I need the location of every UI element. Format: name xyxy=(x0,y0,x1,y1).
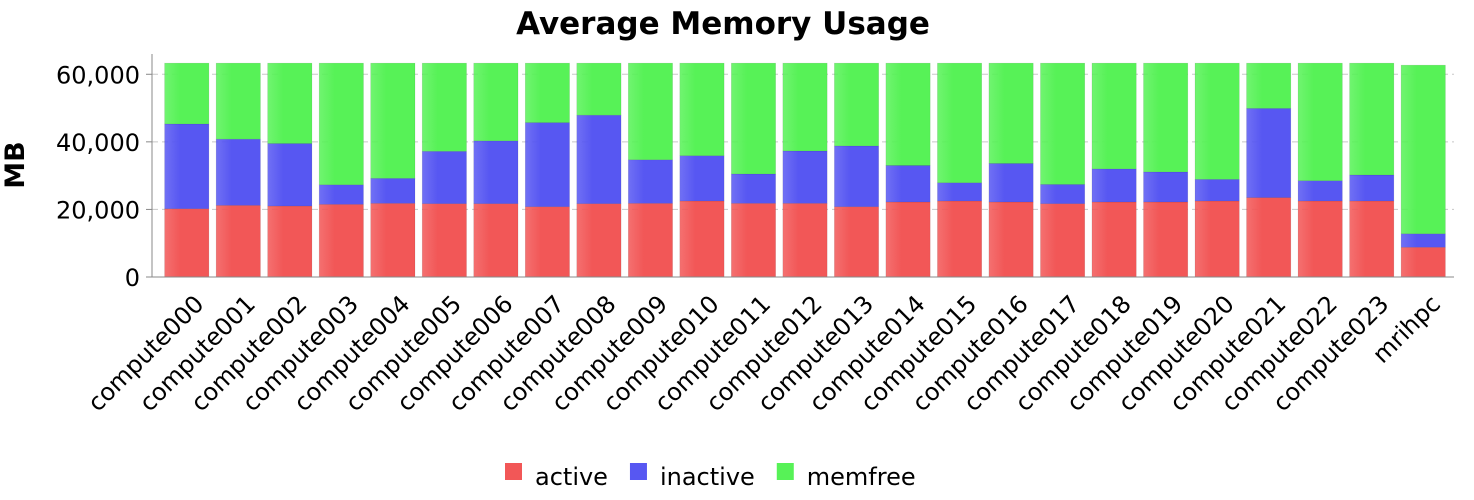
bar-memfree-compute005 xyxy=(421,62,467,152)
bar-active-compute019 xyxy=(1143,201,1189,278)
legend-swatch-memfree xyxy=(776,463,794,480)
bar-active-compute014 xyxy=(885,201,931,278)
bar-active-compute015 xyxy=(937,200,983,278)
bar-memfree-compute021 xyxy=(1246,62,1292,109)
bar-memfree-compute016 xyxy=(988,62,1034,164)
bar-active-compute010 xyxy=(679,200,725,278)
bar-memfree-compute011 xyxy=(731,62,776,175)
bar-inactive-compute002 xyxy=(267,143,313,207)
bar-inactive-compute011 xyxy=(731,173,776,204)
bar-memfree-compute020 xyxy=(1194,62,1240,180)
axis-layer: 020,00040,00060,000compute000compute001c… xyxy=(56,54,1454,417)
bar-inactive-compute015 xyxy=(937,182,983,202)
bar-active-compute011 xyxy=(731,203,776,278)
bar-inactive-compute020 xyxy=(1194,179,1240,202)
y-tick-label: 40,000 xyxy=(56,129,140,157)
bar-memfree-compute010 xyxy=(679,62,725,157)
bar-active-compute018 xyxy=(1091,201,1137,278)
bar-inactive-compute016 xyxy=(988,163,1034,203)
bar-memfree-compute022 xyxy=(1297,62,1343,182)
bar-active-compute009 xyxy=(627,203,673,278)
bar-active-compute006 xyxy=(473,203,519,278)
y-axis-label: MB xyxy=(0,141,31,188)
bar-memfree-compute004 xyxy=(370,62,416,179)
bar-inactive-compute008 xyxy=(576,114,622,204)
bar-active-compute020 xyxy=(1194,200,1240,278)
bar-inactive-compute009 xyxy=(627,159,673,204)
legend-label-inactive: inactive xyxy=(660,463,755,491)
bar-inactive-compute017 xyxy=(1040,184,1086,204)
bar-inactive-compute014 xyxy=(885,165,931,203)
bar-memfree-compute013 xyxy=(834,62,879,147)
bar-memfree-compute001 xyxy=(215,62,261,140)
bar-active-compute003 xyxy=(318,204,364,278)
chart-title: Average Memory Usage xyxy=(516,6,930,42)
bar-active-compute005 xyxy=(421,203,467,278)
bar-active-compute000 xyxy=(164,208,210,278)
bar-active-mrihpc xyxy=(1400,246,1446,278)
bar-memfree-compute019 xyxy=(1143,62,1189,173)
bar-active-compute023 xyxy=(1349,200,1395,278)
bar-inactive-compute007 xyxy=(524,122,570,208)
bar-active-compute016 xyxy=(988,201,1034,278)
bar-active-compute004 xyxy=(370,203,416,278)
bar-memfree-compute012 xyxy=(782,62,828,152)
bar-active-compute013 xyxy=(834,206,879,278)
bar-active-compute002 xyxy=(267,205,313,278)
bar-memfree-compute006 xyxy=(473,62,519,142)
bar-memfree-mrihpc xyxy=(1400,64,1446,235)
legend-swatch-inactive xyxy=(629,463,647,480)
bar-inactive-mrihpc xyxy=(1400,233,1446,248)
bar-active-compute017 xyxy=(1040,203,1086,278)
bar-inactive-compute005 xyxy=(421,151,467,204)
bar-memfree-compute002 xyxy=(267,62,313,144)
bar-active-compute007 xyxy=(524,206,570,278)
bar-inactive-compute000 xyxy=(164,123,210,210)
legend-label-memfree: memfree xyxy=(807,463,916,491)
bar-inactive-compute012 xyxy=(782,150,828,204)
bar-active-compute001 xyxy=(215,205,261,278)
y-tick-label: 60,000 xyxy=(56,61,140,89)
bar-inactive-compute023 xyxy=(1349,174,1395,202)
bar-inactive-compute004 xyxy=(370,178,416,204)
bar-memfree-compute000 xyxy=(164,62,210,125)
bar-active-compute012 xyxy=(782,203,828,278)
bar-inactive-compute018 xyxy=(1091,168,1137,203)
legend-swatch-active xyxy=(505,463,522,480)
bar-inactive-compute021 xyxy=(1246,108,1292,198)
legend-label-active: active xyxy=(535,463,608,491)
bar-memfree-compute023 xyxy=(1349,62,1395,176)
y-tick-label: 20,000 xyxy=(56,196,140,224)
bars-layer xyxy=(164,62,1446,278)
bar-memfree-compute017 xyxy=(1040,62,1086,185)
bar-memfree-compute009 xyxy=(627,62,673,161)
bar-memfree-compute015 xyxy=(937,62,983,184)
bar-active-compute021 xyxy=(1246,197,1292,278)
bar-inactive-compute001 xyxy=(215,138,261,206)
bar-memfree-compute014 xyxy=(885,62,931,166)
bar-memfree-compute018 xyxy=(1091,62,1137,170)
legend: active inactive memfree xyxy=(505,463,916,491)
bar-memfree-compute007 xyxy=(524,62,570,123)
bar-inactive-compute003 xyxy=(318,184,364,205)
bar-memfree-compute003 xyxy=(318,62,364,186)
bar-memfree-compute008 xyxy=(576,62,622,116)
bar-inactive-compute010 xyxy=(679,155,725,202)
bar-inactive-compute006 xyxy=(473,140,519,204)
bar-inactive-compute013 xyxy=(834,145,879,208)
bar-active-compute008 xyxy=(576,203,622,278)
bar-inactive-compute019 xyxy=(1143,171,1189,203)
bar-active-compute022 xyxy=(1297,200,1343,278)
y-tick-label: 0 xyxy=(125,264,140,292)
bar-inactive-compute022 xyxy=(1297,180,1343,202)
